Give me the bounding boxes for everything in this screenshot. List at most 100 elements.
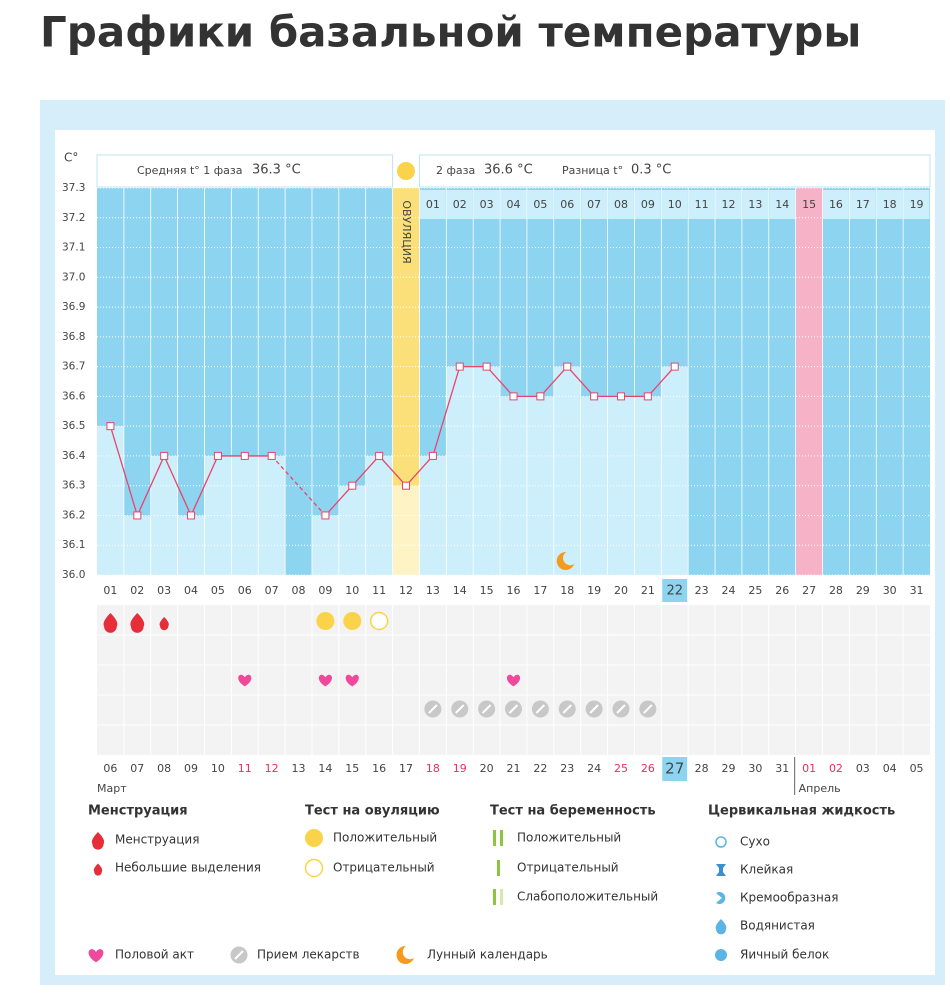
bar [446, 366, 474, 575]
phase2-day: 17 [856, 198, 870, 211]
column-bg [795, 188, 823, 575]
day-cell [473, 190, 500, 219]
y-tick-label: 36.5 [62, 420, 85, 432]
drop-icon [130, 613, 145, 633]
date-label: 31 [775, 762, 789, 775]
date-label: 06 [103, 762, 117, 775]
heart-icon [238, 674, 252, 687]
phase2-day: 08 [614, 198, 628, 211]
phase2-day: 13 [748, 198, 762, 211]
legend-extra: Половой акт [115, 948, 194, 962]
bar [526, 396, 554, 575]
phase2-day: 07 [587, 198, 601, 211]
date-label: 10 [211, 762, 225, 775]
moon-icon [396, 945, 414, 964]
x-tick-label: 27 [802, 584, 816, 597]
column-bg [822, 188, 850, 575]
x-tick-label: 09 [318, 584, 332, 597]
date-label: 23 [560, 762, 574, 775]
day-cell [446, 190, 473, 219]
day-cell [876, 190, 903, 219]
x-label-band [97, 578, 930, 603]
y-tick-label: 37.2 [62, 212, 85, 224]
x-tick-label: 26 [775, 584, 789, 597]
bar [634, 396, 662, 575]
column-bg [285, 188, 312, 575]
x-tick-label: 30 [883, 584, 897, 597]
column-bg [876, 188, 904, 575]
date-label: 19 [453, 762, 467, 775]
date-label: 21 [507, 762, 521, 775]
temp-marker [590, 392, 599, 401]
y-tick-label: 36.6 [62, 390, 86, 402]
y-tick-label: 37.0 [62, 271, 85, 283]
date-label: 14 [318, 762, 332, 775]
phase2-day: 11 [695, 198, 709, 211]
y-axis-label: С° [64, 151, 78, 165]
y-tick-label: 36.2 [62, 509, 85, 521]
legend-heading: Менструация [88, 804, 188, 819]
phase2-day: 05 [533, 198, 547, 211]
y-tick-label: 36.3 [62, 480, 85, 492]
diff-label: Разница t° [562, 164, 623, 177]
temp-marker [133, 511, 142, 520]
phase2-day: 10 [668, 198, 682, 211]
ovulation-positive [316, 612, 335, 630]
bar [500, 396, 527, 575]
x-tick-label: 11 [372, 584, 386, 597]
bar [661, 366, 689, 575]
day-cell [554, 190, 581, 219]
legend-extra: Прием лекарств [257, 948, 360, 962]
x-tick-label: 04 [184, 584, 198, 597]
date-label: 11 [238, 762, 252, 775]
temp-marker [563, 362, 572, 371]
temp-marker [536, 392, 545, 401]
day-cell [769, 190, 796, 219]
date-label: 07 [130, 762, 144, 775]
today-date-box [662, 757, 688, 781]
legend-heading: Цервикальная жидкость [708, 804, 895, 819]
legend-item: Отрицательный [517, 861, 619, 875]
diff-value: 0.3 °С [631, 163, 671, 178]
y-tick-label: 36.1 [62, 539, 85, 551]
pill-stripe [616, 704, 626, 714]
day-cell [823, 190, 849, 219]
gap-line [271, 455, 326, 516]
temp-marker [267, 451, 276, 460]
x-tick-label: 15 [480, 584, 494, 597]
page-title: Графики базальной температуры [40, 8, 861, 57]
day-cell [419, 190, 446, 219]
legend-ov-neg [304, 858, 324, 878]
today-box [662, 579, 688, 602]
y-tick-label: 37.1 [62, 242, 85, 254]
legend-heading: Тест на овуляцию [305, 804, 440, 819]
bar [97, 426, 124, 575]
legend-item: Отрицательный [333, 861, 435, 875]
phase2-day: 16 [829, 198, 843, 211]
x-tick-label: 05 [211, 584, 225, 597]
temp-marker [348, 481, 357, 490]
x-tick-label: 10 [345, 584, 359, 597]
temp-marker [106, 422, 115, 431]
phase2-day: 12 [721, 198, 735, 211]
legend-preg-bar [497, 860, 500, 876]
legend-preg-bar [500, 889, 503, 905]
x-tick-label: 03 [157, 584, 171, 597]
header-box [418, 154, 931, 188]
legend-item: Клейкая [740, 863, 793, 877]
legend-sticky [716, 864, 726, 876]
bar [607, 396, 635, 575]
pill-stripe [481, 704, 492, 714]
drop-icon [93, 863, 103, 876]
drop-icon [159, 617, 169, 631]
date-label: 20 [480, 762, 494, 775]
bar [580, 396, 608, 575]
pill-stripe [428, 704, 438, 714]
day-cell [527, 190, 554, 219]
y-tick-label: 36.9 [62, 301, 85, 313]
temp-marker [428, 451, 437, 460]
date-label: 27 [665, 760, 684, 778]
drop-icon [91, 832, 105, 850]
x-tick-label: 13 [426, 584, 440, 597]
